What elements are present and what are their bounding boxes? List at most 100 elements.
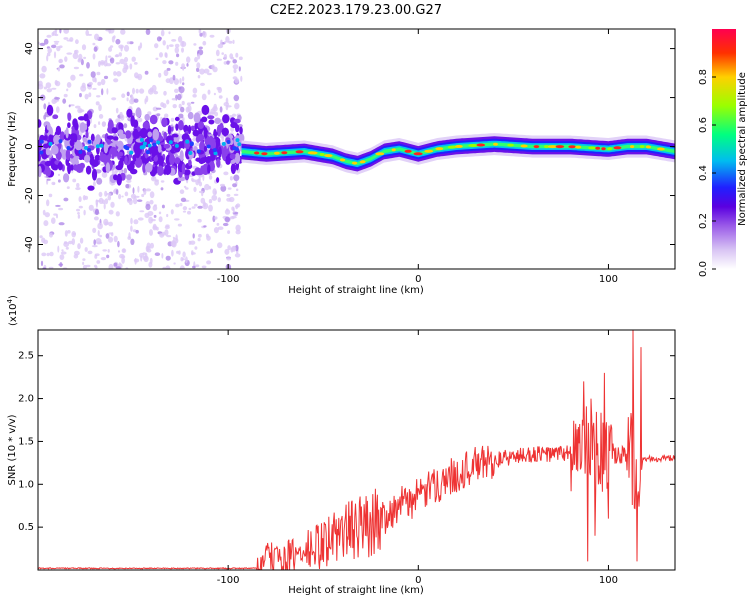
ridge-peak: [404, 149, 412, 153]
colorbar-tick-label: 0.0: [698, 261, 709, 277]
noise-blob: [232, 39, 235, 45]
y-tick-label: 2.5: [18, 351, 34, 362]
noise-blob: [222, 222, 229, 227]
figure-title: C2E2.2023.179.23.00.G27: [270, 3, 442, 18]
noise-blob: [79, 73, 84, 77]
ridge-peak: [533, 145, 540, 149]
noise-blob: [118, 151, 124, 157]
ridge-peak: [607, 147, 613, 151]
noise-blob: [94, 77, 97, 83]
noise-blob: [52, 114, 59, 119]
noise-blob: [51, 32, 55, 37]
noise-blob: [82, 195, 86, 201]
noise-blob: [108, 209, 114, 215]
noise-blob: [76, 183, 80, 188]
noise-blob: [59, 131, 65, 141]
noise-blob: [105, 162, 111, 174]
noise-blob: [196, 62, 201, 69]
ridge-peak: [630, 145, 635, 149]
noise-blob: [232, 183, 237, 188]
noise-blob: [225, 157, 231, 165]
noise-blob: [192, 87, 198, 94]
ridge-peak: [613, 146, 622, 150]
noise-blob: [199, 68, 205, 75]
noise-blob: [238, 56, 243, 61]
noise-blob: [202, 202, 209, 210]
noise-blob: [207, 115, 215, 120]
noise-blob: [180, 197, 187, 202]
noise-blob: [94, 154, 101, 161]
noise-blob: [109, 45, 114, 48]
noise-blob: [41, 65, 47, 73]
noise-blob: [154, 43, 159, 49]
noise-blob: [75, 105, 81, 109]
noise-blob: [115, 54, 119, 58]
noise-blob: [85, 165, 92, 175]
noise-blob: [178, 113, 184, 119]
snr-xlabel: Height of straight line (km): [288, 585, 424, 596]
noise-blob: [55, 204, 61, 207]
noise-blob: [103, 142, 109, 154]
noise-blob: [187, 124, 192, 135]
noise-blob: [98, 191, 103, 197]
noise-blob: [54, 42, 59, 45]
noise-blob: [145, 150, 150, 155]
noise-blob: [45, 147, 50, 156]
snr-ticks: -100 0 100 0.5 1.0 1.5 2.0 2.5: [18, 330, 675, 586]
noise-blob: [119, 58, 125, 65]
noise-blob: [92, 227, 97, 233]
noise-blob: [194, 246, 198, 250]
noise-blob: [105, 55, 108, 62]
noise-blob: [99, 153, 108, 163]
noise-blob: [113, 235, 118, 243]
noise-blob: [227, 245, 231, 251]
x-tick-label: 0: [415, 274, 421, 285]
noise-blob: [228, 40, 233, 44]
noise-blob: [182, 251, 186, 258]
noise-blob: [126, 108, 133, 118]
noise-blob: [117, 240, 120, 248]
noise-blob: [67, 112, 72, 122]
noise-blob: [151, 152, 156, 158]
noise-blob: [152, 223, 157, 230]
noise-blob: [103, 60, 108, 67]
noise-blob: [124, 191, 129, 197]
noise-blob: [63, 173, 70, 183]
ridge-peak: [274, 151, 280, 155]
noise-blob: [214, 216, 218, 220]
noise-blob: [75, 163, 84, 173]
noise-blob: [107, 236, 114, 243]
ridge-peak: [575, 145, 582, 149]
noise-blob: [141, 144, 146, 149]
noise-blob: [152, 128, 159, 141]
ridge-peak: [435, 147, 444, 151]
noise-blob: [128, 232, 131, 239]
noise-blob: [99, 61, 106, 64]
noise-blob: [133, 195, 140, 198]
snr-marks: [38, 330, 675, 570]
noise-blob: [172, 74, 176, 81]
noise-blob: [235, 52, 239, 58]
noise-blob: [197, 205, 203, 209]
noise-blob: [53, 40, 60, 43]
noise-blob: [139, 42, 143, 49]
noise-blob: [213, 131, 218, 136]
noise-blob: [180, 106, 185, 113]
noise-blob: [149, 138, 154, 143]
noise-blob: [193, 112, 201, 124]
noise-blob: [135, 229, 139, 234]
noise-blob: [130, 225, 133, 232]
noise-blob: [133, 98, 139, 103]
ridge-peak: [281, 151, 288, 155]
noise-blob: [233, 193, 239, 196]
noise-blob: [207, 72, 212, 76]
noise-blob: [121, 248, 127, 254]
noise-blob: [109, 57, 115, 64]
noise-blob: [64, 56, 68, 62]
noise-blob: [174, 88, 179, 94]
noise-blob: [169, 153, 176, 165]
noise-blob: [59, 64, 65, 69]
noise-blob: [119, 112, 123, 117]
y-tick-label: 1.5: [18, 436, 34, 447]
x-tick-label: 0: [415, 575, 421, 586]
